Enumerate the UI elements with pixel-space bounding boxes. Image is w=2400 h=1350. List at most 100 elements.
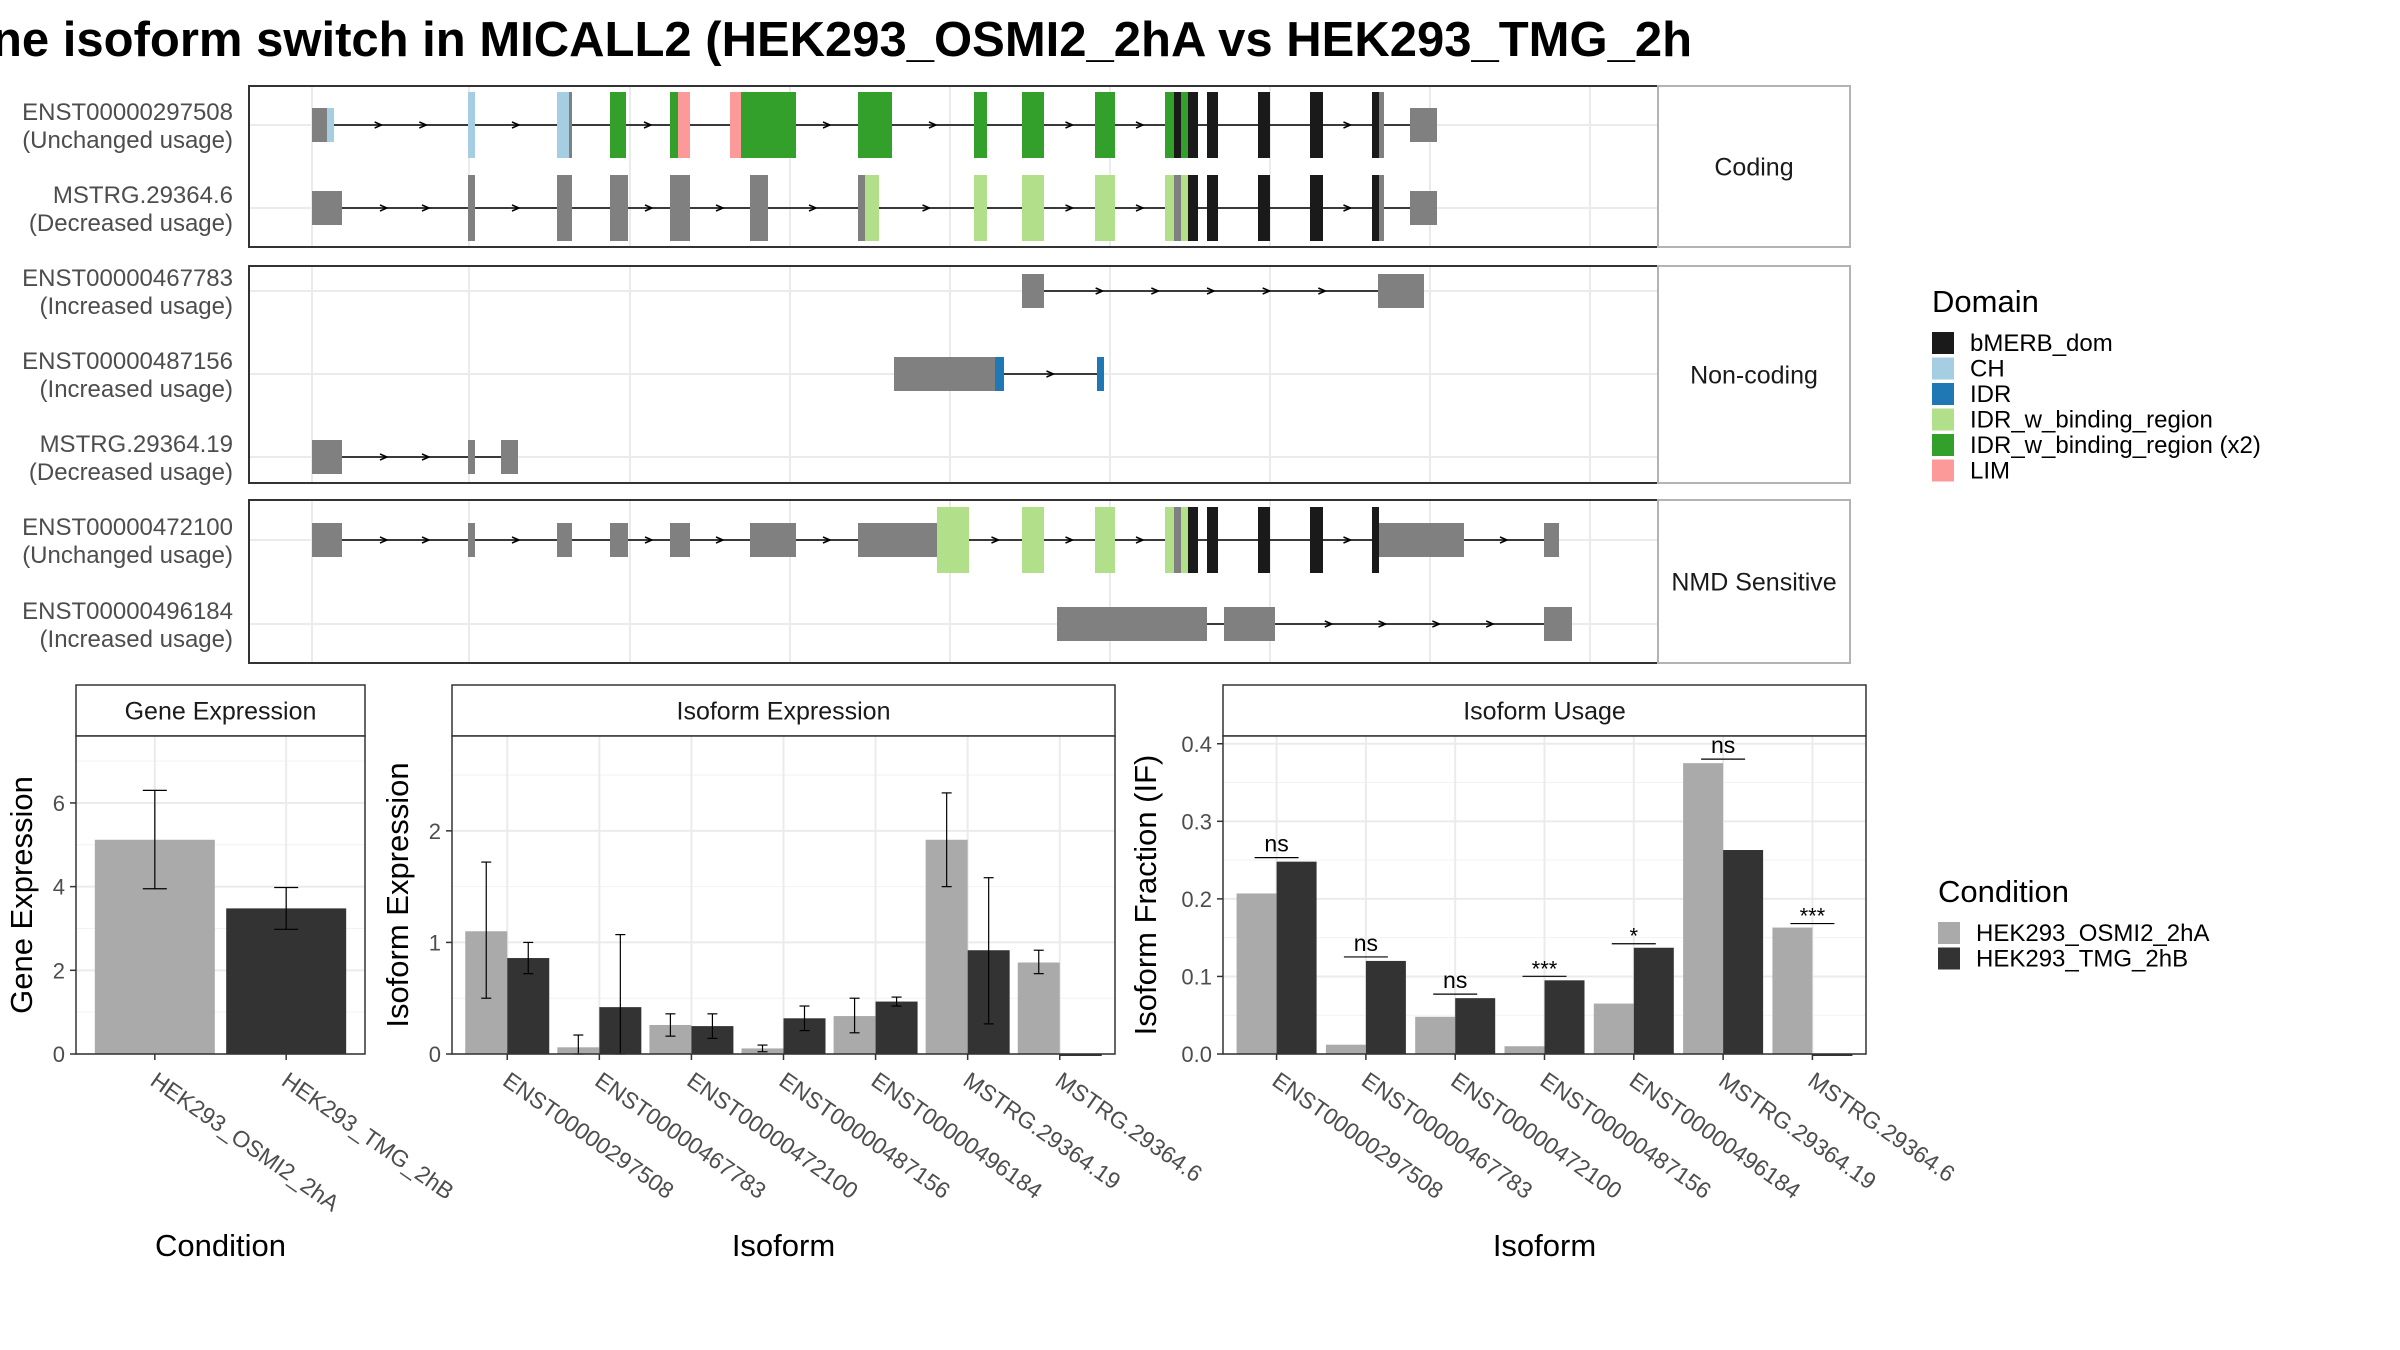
significance-label: ns bbox=[1354, 930, 1378, 956]
exon bbox=[1022, 507, 1044, 573]
legend-label: bMERB_dom bbox=[1970, 330, 2113, 357]
exon bbox=[1188, 92, 1198, 158]
y-axis-title: Isoform Fraction (IF) bbox=[1128, 755, 1163, 1036]
legend-swatch bbox=[1932, 383, 1954, 405]
legend-swatch bbox=[1932, 459, 1954, 482]
exon bbox=[312, 440, 342, 474]
y-tick-label: 0.1 bbox=[1181, 964, 1212, 989]
exon bbox=[937, 507, 969, 573]
isoform-track-enst00000496184: ENST00000496184(Increased usage) bbox=[22, 598, 1572, 653]
bar bbox=[226, 908, 347, 1054]
exon bbox=[1095, 92, 1115, 158]
exon bbox=[1174, 92, 1181, 158]
exon bbox=[468, 92, 475, 158]
bar bbox=[1504, 1046, 1545, 1054]
intron-arrow bbox=[1151, 287, 1161, 295]
isoform-track-enst00000487156: ENST00000487156(Increased usage) bbox=[22, 348, 1104, 403]
isoform-id-label: ENST00000472100 bbox=[22, 514, 233, 541]
panel-strip bbox=[451, 684, 1116, 737]
gene-panel-strip bbox=[1657, 499, 1851, 664]
intron-arrow bbox=[1262, 287, 1272, 295]
x-tick-label: MSTRG.29364.19 bbox=[959, 1067, 1126, 1195]
y-tick-label: 6 bbox=[53, 791, 65, 816]
exon bbox=[1310, 92, 1323, 158]
intron-arrow bbox=[1343, 121, 1353, 129]
x-tick-label: MSTRG.29364.19 bbox=[1714, 1067, 1881, 1195]
legend-label: IDR bbox=[1970, 381, 2011, 408]
intron-arrow bbox=[1324, 620, 1334, 628]
legend-label: HEK293_OSMI2_2hA bbox=[1976, 920, 2209, 947]
y-axis-title: Isoform Expression bbox=[380, 762, 415, 1027]
panel-title: Gene Expression bbox=[125, 698, 317, 726]
bar bbox=[1772, 927, 1813, 1054]
intron-arrow bbox=[922, 204, 932, 212]
plot-border bbox=[75, 735, 366, 1055]
exon bbox=[1181, 175, 1188, 241]
exon bbox=[1207, 92, 1218, 158]
exon bbox=[1057, 607, 1141, 641]
legend-title: Condition bbox=[1938, 874, 2069, 909]
intron-arrow bbox=[1065, 121, 1075, 129]
exon bbox=[750, 523, 796, 557]
exon bbox=[995, 357, 1004, 391]
exon bbox=[974, 175, 987, 241]
x-tick-label: MSTRG.29364.6 bbox=[1804, 1067, 1960, 1187]
intron-arrow bbox=[715, 536, 725, 544]
intron-arrow bbox=[1499, 536, 1509, 544]
exon bbox=[1188, 507, 1198, 573]
exon bbox=[858, 92, 892, 158]
intron-arrow bbox=[1135, 121, 1145, 129]
intron-arrow bbox=[1206, 287, 1216, 295]
isoform-usage-label: (Decreased usage) bbox=[29, 210, 233, 237]
isoform-track-mstrg-29364-19: MSTRG.29364.19(Decreased usage) bbox=[29, 431, 518, 486]
y-tick-label: 2 bbox=[53, 958, 65, 983]
panel-strip bbox=[1222, 684, 1867, 737]
exon bbox=[858, 175, 865, 241]
intron-arrow bbox=[511, 204, 521, 212]
exon bbox=[1165, 507, 1174, 573]
exon bbox=[1372, 92, 1379, 158]
significance-label: ns bbox=[1443, 967, 1467, 993]
intron-arrow bbox=[1378, 620, 1388, 628]
y-tick-label: 4 bbox=[53, 875, 65, 900]
intron-arrow bbox=[808, 204, 818, 212]
gene-panel-nmd-sensitive: NMD Sensitive ENST00000472100(Unchanged u… bbox=[22, 499, 1851, 664]
exon bbox=[974, 92, 987, 158]
exon bbox=[468, 440, 475, 474]
gene-panel-coding: Coding ENST00000297508(Unchanged usage) MS… bbox=[22, 85, 1851, 248]
exon bbox=[1174, 175, 1181, 241]
intron-arrow bbox=[421, 453, 431, 461]
bar bbox=[1593, 1003, 1634, 1054]
y-tick-label: 0.4 bbox=[1181, 732, 1212, 757]
intron-arrow bbox=[1343, 536, 1353, 544]
legend-swatch bbox=[1938, 947, 1960, 970]
exon bbox=[1258, 175, 1270, 241]
x-tick-label: ENST00000496184 bbox=[867, 1067, 1048, 1204]
bar bbox=[1325, 1044, 1366, 1054]
legends: DomainbMERB_domCHIDRIDR_w_binding_region… bbox=[1932, 284, 2261, 973]
exon bbox=[1022, 274, 1044, 308]
legend-swatch bbox=[1932, 332, 1954, 354]
y-tick-label: 0.3 bbox=[1181, 809, 1212, 834]
exon bbox=[557, 175, 572, 241]
exon bbox=[468, 523, 475, 557]
x-tick-label: ENST00000487156 bbox=[775, 1067, 955, 1204]
gene-panel-strip-label: Non-coding bbox=[1690, 362, 1818, 390]
bar bbox=[1365, 960, 1406, 1054]
intron-arrow bbox=[928, 121, 938, 129]
exon bbox=[1181, 507, 1188, 573]
legend-label: HEK293_TMG_2hB bbox=[1976, 946, 2188, 973]
exon bbox=[1310, 507, 1323, 573]
exon bbox=[569, 92, 572, 158]
intron-arrow bbox=[421, 536, 431, 544]
panel-strip bbox=[75, 684, 366, 737]
bar bbox=[1633, 947, 1674, 1054]
intron-arrow bbox=[822, 536, 832, 544]
exon bbox=[1181, 92, 1188, 158]
isoform-usage-label: (Increased usage) bbox=[40, 293, 233, 320]
x-tick-label: ENST00000472100 bbox=[683, 1067, 863, 1204]
bar bbox=[1236, 893, 1277, 1054]
intron-arrow bbox=[1135, 204, 1145, 212]
exon bbox=[1379, 523, 1464, 557]
